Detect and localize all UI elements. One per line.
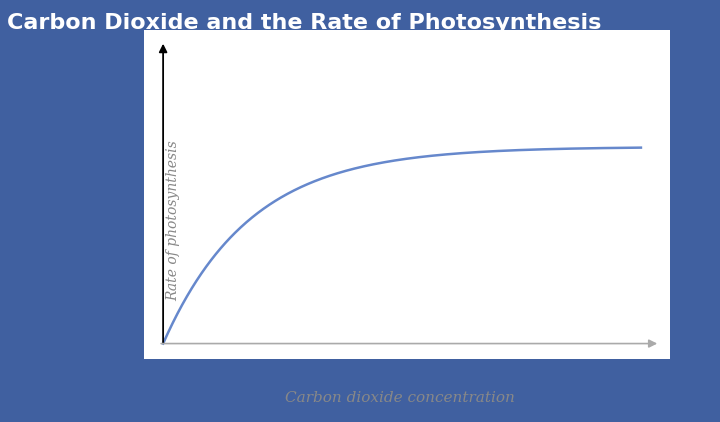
Text: Rate of photosynthesis: Rate of photosynthesis — [166, 140, 180, 301]
Text: Carbon Dioxide and the Rate of Photosynthesis: Carbon Dioxide and the Rate of Photosynt… — [7, 13, 602, 32]
Text: Carbon dioxide concentration: Carbon dioxide concentration — [284, 391, 515, 405]
